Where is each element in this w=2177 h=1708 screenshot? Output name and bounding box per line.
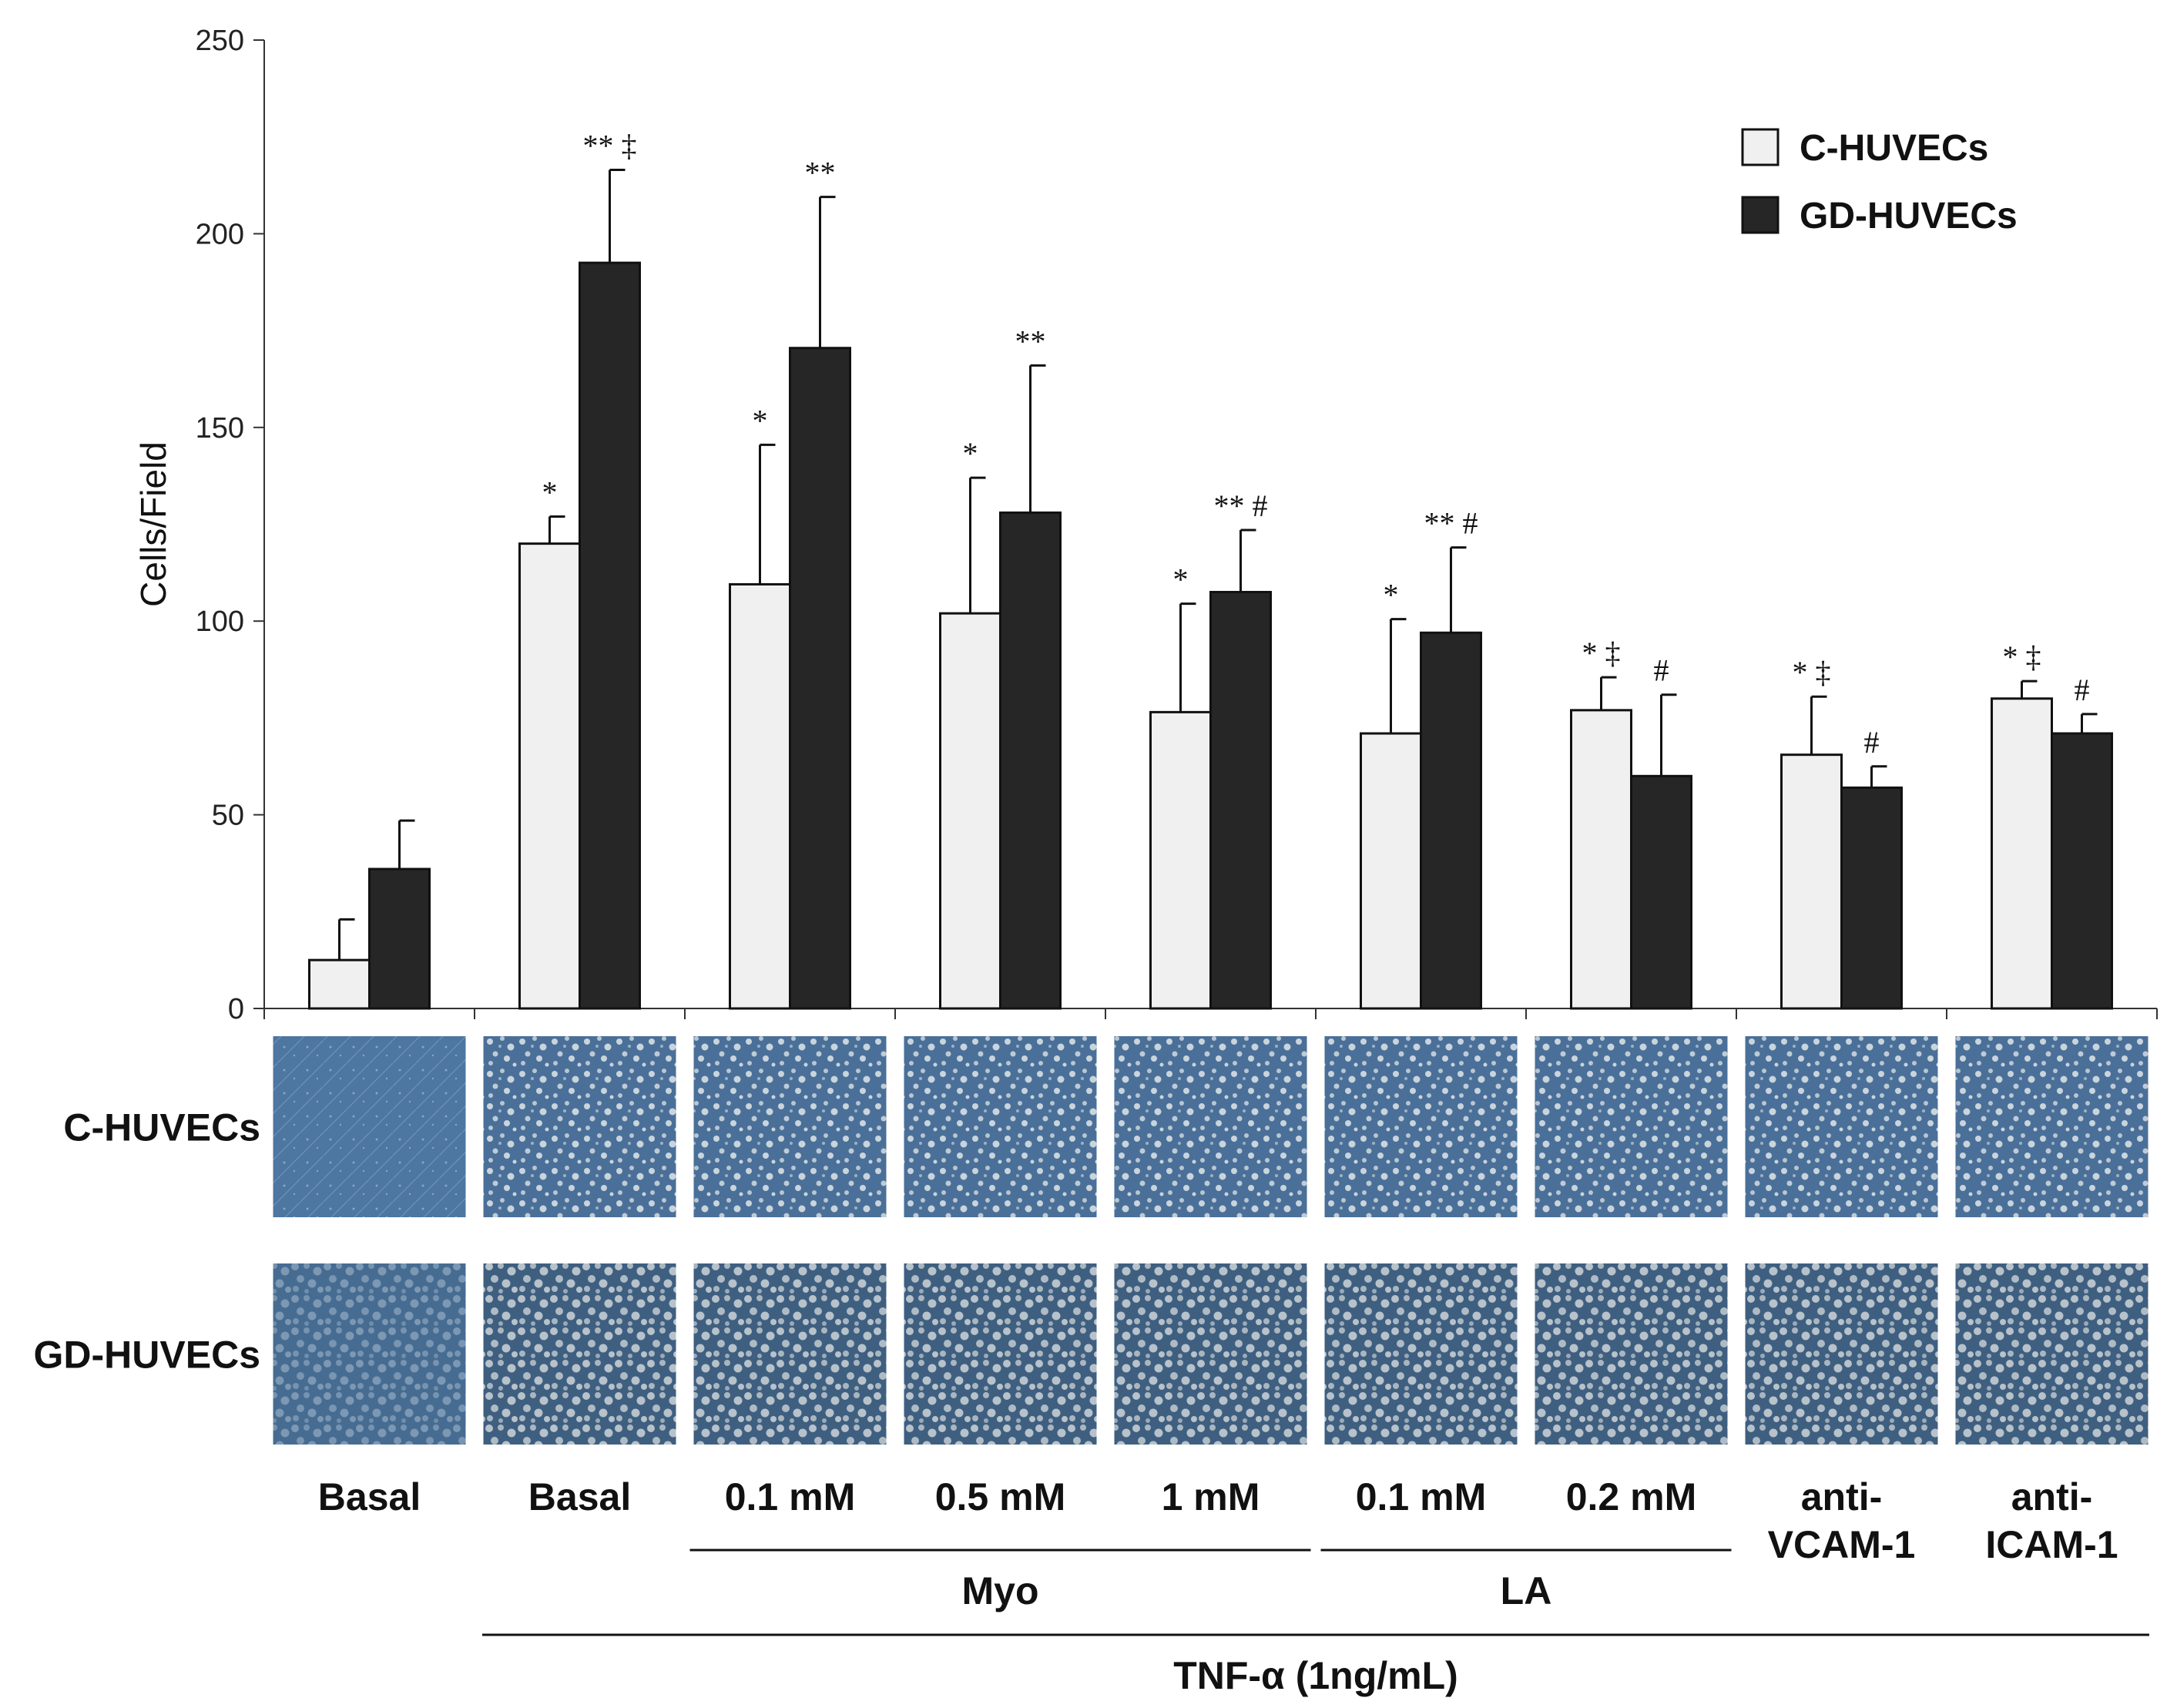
y-axis-label: Cells/Field bbox=[133, 441, 173, 607]
micrograph-c-huvecs bbox=[904, 1036, 1097, 1217]
y-tick-label: 150 bbox=[196, 412, 244, 445]
significance-mark: ** # bbox=[1214, 488, 1268, 523]
significance-mark: ** # bbox=[1424, 506, 1478, 541]
legend: C-HUVECs GD-HUVECs bbox=[1741, 128, 2018, 237]
micrograph-gd-huvecs bbox=[1535, 1263, 1728, 1445]
micrograph-basal-tint bbox=[273, 1263, 466, 1445]
significance-mark: * ‡ bbox=[2003, 639, 2041, 674]
significance-mark: # bbox=[1654, 653, 1669, 688]
category-label: 0.1 mM bbox=[1356, 1475, 1487, 1518]
significance-mark: * ‡ bbox=[1582, 636, 1621, 670]
legend-swatch-gd-huvecs bbox=[1741, 196, 1780, 234]
bar-gd-huvecs bbox=[1209, 590, 1272, 1010]
category-label: Basal bbox=[318, 1475, 421, 1518]
category-label: anti- bbox=[1801, 1475, 1883, 1518]
significance-mark: * ‡ bbox=[1793, 655, 1831, 690]
bar-c-huvecs bbox=[1991, 697, 2053, 1010]
bar-c-huvecs bbox=[518, 542, 581, 1010]
significance-mark: # bbox=[1864, 725, 1880, 760]
significance-mark: # bbox=[2075, 673, 2090, 707]
micrograph-gd-huvecs bbox=[904, 1263, 1097, 1445]
micrograph-c-huvecs bbox=[1745, 1036, 1938, 1217]
y-tick-label: 250 bbox=[196, 25, 244, 57]
micrograph-c-huvecs bbox=[1955, 1036, 2148, 1217]
group-label: Myo bbox=[962, 1569, 1039, 1612]
category-label: Basal bbox=[528, 1475, 631, 1518]
micrograph-c-huvecs bbox=[483, 1036, 676, 1217]
category-labels: C-HUVECs GD-HUVECs Basal Basal 0.1 mM 0.5 mM 1… bbox=[34, 1106, 2149, 1697]
micrograph-gd-huvecs bbox=[1745, 1263, 1938, 1445]
image-row-label: GD-HUVECs bbox=[34, 1334, 260, 1377]
significance-annotations: *** ‡********* #*** #* ‡# * ‡#* ‡# bbox=[542, 128, 2090, 759]
micrograph-gd-huvecs bbox=[1324, 1263, 1518, 1445]
micrograph-c-huvecs bbox=[693, 1036, 887, 1217]
significance-mark: ** ‡ bbox=[583, 128, 637, 163]
image-row-label: C-HUVECs bbox=[63, 1106, 260, 1149]
micrograph-gd-huvecs bbox=[483, 1263, 676, 1445]
y-tick-label: 100 bbox=[196, 606, 244, 638]
bar-gd-huvecs bbox=[2051, 732, 2113, 1010]
bar-gd-huvecs bbox=[1630, 774, 1692, 1010]
micrograph-c-huvecs bbox=[1324, 1036, 1518, 1217]
category-label: ICAM-1 bbox=[1985, 1523, 2118, 1566]
bar-c-huvecs bbox=[1360, 732, 1422, 1010]
bar-c-huvecs bbox=[1149, 710, 1212, 1010]
micrograph-c-huvecs bbox=[1114, 1036, 1307, 1217]
micrograph-panels bbox=[273, 1036, 2148, 1445]
significance-mark: * bbox=[542, 475, 558, 509]
category-label: 0.2 mM bbox=[1566, 1475, 1697, 1518]
bar-c-huvecs bbox=[729, 582, 791, 1010]
significance-mark: * bbox=[1384, 578, 1399, 612]
bar-c-huvecs bbox=[1780, 753, 1843, 1010]
legend-label: C-HUVECs bbox=[1800, 128, 1988, 169]
micrograph-c-huvecs bbox=[1535, 1036, 1728, 1217]
category-label: 1 mM bbox=[1162, 1475, 1260, 1518]
category-label: 0.5 mM bbox=[935, 1475, 1066, 1518]
legend-label: GD-HUVECs bbox=[1800, 196, 2018, 237]
legend-swatch-c-huvecs bbox=[1741, 128, 1780, 166]
micrograph-gd-huvecs bbox=[693, 1263, 887, 1445]
significance-mark: * bbox=[1173, 562, 1189, 597]
bar-gd-huvecs bbox=[1420, 631, 1482, 1010]
y-tick-label: 50 bbox=[212, 800, 244, 832]
group-label: LA bbox=[1501, 1569, 1552, 1612]
bar-gd-huvecs bbox=[579, 261, 641, 1010]
bar-c-huvecs bbox=[1570, 709, 1632, 1010]
significance-mark: * bbox=[963, 436, 978, 471]
micrograph-gd-huvecs bbox=[1114, 1263, 1307, 1445]
significance-mark: ** bbox=[1015, 324, 1046, 358]
category-label: VCAM-1 bbox=[1768, 1523, 1916, 1566]
significance-mark: * bbox=[753, 403, 768, 438]
bars bbox=[308, 168, 2113, 1010]
bar-gd-huvecs bbox=[1840, 786, 1903, 1010]
category-label: 0.1 mM bbox=[725, 1475, 856, 1518]
category-label: anti- bbox=[2011, 1475, 2093, 1518]
group-label: TNF-α (1ng/mL) bbox=[1173, 1654, 1458, 1697]
y-tick-label: 200 bbox=[196, 218, 244, 250]
micrograph-gd-huvecs bbox=[1955, 1263, 2148, 1445]
bar-gd-huvecs bbox=[789, 347, 851, 1010]
bar-c-huvecs bbox=[308, 958, 371, 1010]
y-tick-label: 0 bbox=[228, 993, 244, 1025]
micrograph-c-huvecs bbox=[273, 1036, 466, 1217]
significance-mark: ** bbox=[805, 156, 836, 190]
bar-gd-huvecs bbox=[368, 867, 431, 1010]
bar-c-huvecs bbox=[939, 612, 1001, 1010]
bar-gd-huvecs bbox=[999, 511, 1062, 1010]
